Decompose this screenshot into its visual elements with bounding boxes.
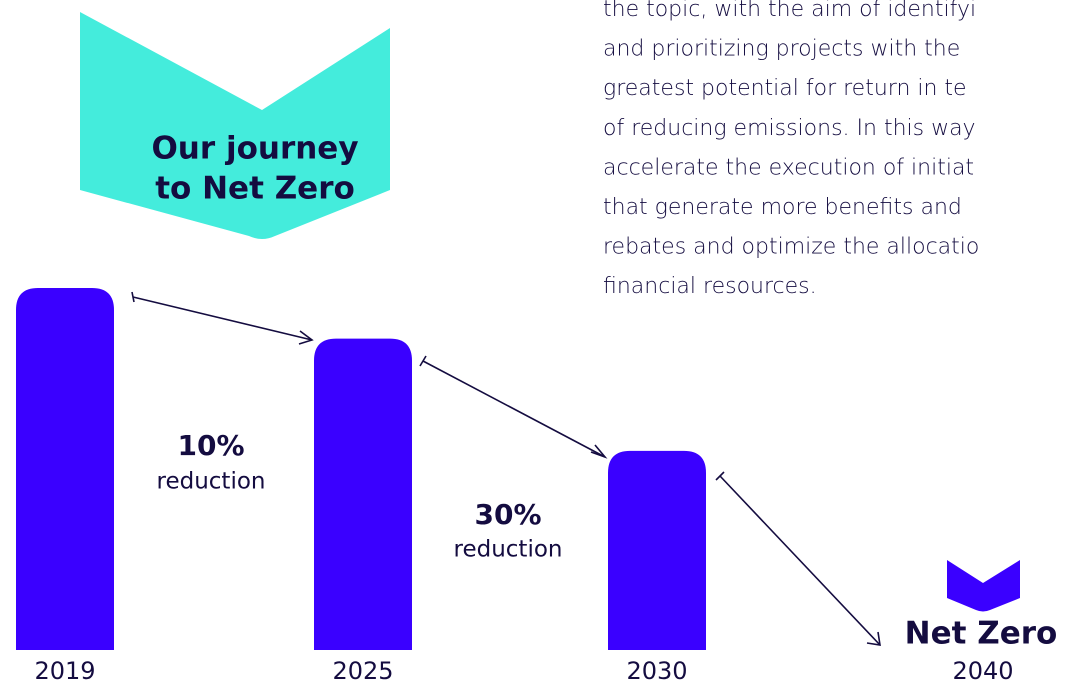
paragraph-line: of reducing emissions. In this way	[603, 116, 976, 141]
chart-title: to Net Zero	[155, 171, 355, 207]
bar	[314, 338, 412, 650]
end-label: Net Zero	[905, 616, 1058, 652]
annotation-label: reduction	[454, 537, 563, 563]
x-tick-label: 2040	[952, 657, 1013, 685]
paragraph-line: that generate more benefits and	[603, 195, 962, 220]
title-chevron	[80, 12, 390, 239]
paragraph-line: financial resources.	[603, 274, 817, 299]
paragraph-line: accelerate the execution of initiat	[603, 155, 974, 180]
x-tick-label: 2030	[626, 657, 687, 685]
x-tick-label: 2025	[332, 657, 393, 685]
bar	[608, 450, 706, 650]
annotation-value: 30%	[474, 498, 541, 531]
paragraph-line: rebates and optimize the allocatio	[603, 235, 979, 260]
arrows	[131, 291, 881, 646]
net-zero-icon	[947, 560, 1020, 612]
annotation-value: 10%	[177, 429, 244, 462]
annotation-label: reduction	[157, 469, 266, 495]
x-tick-label: 2019	[34, 657, 95, 685]
paragraph-line: greatest potential for return in te	[603, 76, 967, 101]
paragraph-line: the topic, with the aim of identifyi	[603, 0, 976, 22]
paragraph-line: and prioritizing projects with the	[603, 37, 960, 62]
chart-title: Our journey	[151, 131, 358, 167]
bar	[16, 288, 114, 650]
